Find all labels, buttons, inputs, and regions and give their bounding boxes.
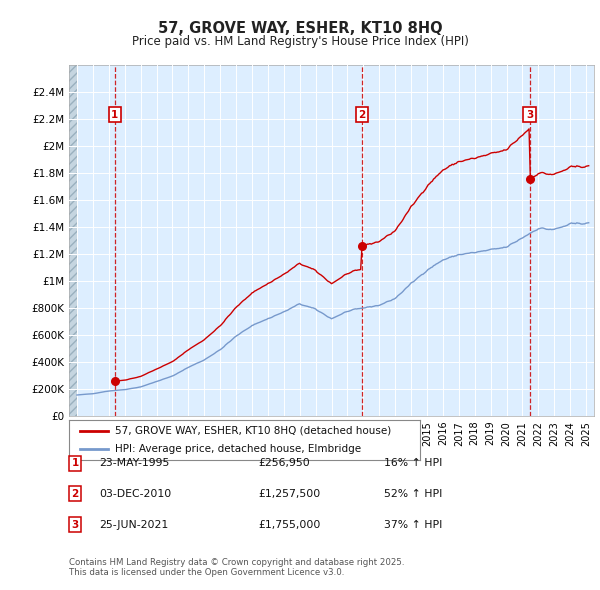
Text: £256,950: £256,950	[258, 458, 310, 468]
HPI: Average price, detached house, Elmbridge: (1.99e+03, 1.55e+05): Average price, detached house, Elmbridge…	[73, 392, 80, 399]
Text: 16% ↑ HPI: 16% ↑ HPI	[384, 458, 442, 468]
Text: 57, GROVE WAY, ESHER, KT10 8HQ (detached house): 57, GROVE WAY, ESHER, KT10 8HQ (detached…	[115, 426, 391, 436]
Bar	[69, 65, 77, 416]
57, GROVE WAY, ESHER, KT10 8HQ (detached house)	[219, 320, 226, 327]
57, GROVE WAY, ESHER, KT10 8HQ (detached house)	[585, 162, 592, 169]
Text: 57, GROVE WAY, ESHER, KT10 8HQ: 57, GROVE WAY, ESHER, KT10 8HQ	[158, 21, 442, 36]
Text: 23-MAY-1995: 23-MAY-1995	[99, 458, 169, 468]
HPI: Average price, detached house, Elmbridge: (1.99e+03, 1.8e+05): Average price, detached house, Elmbridge…	[101, 388, 109, 395]
Line: HPI: Average price, detached house, Elmbridge: HPI: Average price, detached house, Elmb…	[77, 223, 589, 395]
HPI: Average price, detached house, Elmbridge: (2.03e+03, 1.43e+06): Average price, detached house, Elmbridge…	[585, 219, 592, 227]
Text: Price paid vs. HM Land Registry's House Price Index (HPI): Price paid vs. HM Land Registry's House …	[131, 35, 469, 48]
Text: 25-JUN-2021: 25-JUN-2021	[99, 520, 168, 529]
Text: 3: 3	[526, 110, 533, 120]
Text: 2: 2	[71, 489, 79, 499]
Text: 3: 3	[71, 520, 79, 529]
57, GROVE WAY, ESHER, KT10 8HQ (detached house)	[205, 333, 212, 340]
Text: 2: 2	[358, 110, 365, 120]
HPI: Average price, detached house, Elmbridge: (2e+03, 4.1e+05): Average price, detached house, Elmbridge…	[199, 357, 206, 364]
Text: £1,755,000: £1,755,000	[258, 520, 320, 529]
HPI: Average price, detached house, Elmbridge: (2e+03, 4.33e+05): Average price, detached house, Elmbridge…	[205, 354, 212, 361]
Line: 57, GROVE WAY, ESHER, KT10 8HQ (detached house): 57, GROVE WAY, ESHER, KT10 8HQ (detached…	[115, 129, 589, 381]
HPI: Average price, detached house, Elmbridge: (2e+03, 5.05e+05): Average price, detached house, Elmbridge…	[219, 344, 226, 351]
57, GROVE WAY, ESHER, KT10 8HQ (detached house)	[199, 337, 206, 344]
HPI: Average price, detached house, Elmbridge: (2e+03, 4.73e+05): Average price, detached house, Elmbridge…	[212, 349, 220, 356]
Text: HPI: Average price, detached house, Elmbridge: HPI: Average price, detached house, Elmb…	[115, 444, 361, 454]
Text: 52% ↑ HPI: 52% ↑ HPI	[384, 489, 442, 499]
HPI: Average price, detached house, Elmbridge: (2.01e+03, 8.17e+05): Average price, detached house, Elmbridge…	[373, 302, 380, 309]
Text: 1: 1	[111, 110, 118, 120]
57, GROVE WAY, ESHER, KT10 8HQ (detached house)	[373, 238, 380, 245]
Text: £1,257,500: £1,257,500	[258, 489, 320, 499]
Text: 03-DEC-2010: 03-DEC-2010	[99, 489, 171, 499]
Text: Contains HM Land Registry data © Crown copyright and database right 2025.
This d: Contains HM Land Registry data © Crown c…	[69, 558, 404, 577]
57, GROVE WAY, ESHER, KT10 8HQ (detached house)	[212, 326, 220, 333]
Text: 1: 1	[71, 458, 79, 468]
Text: 37% ↑ HPI: 37% ↑ HPI	[384, 520, 442, 529]
